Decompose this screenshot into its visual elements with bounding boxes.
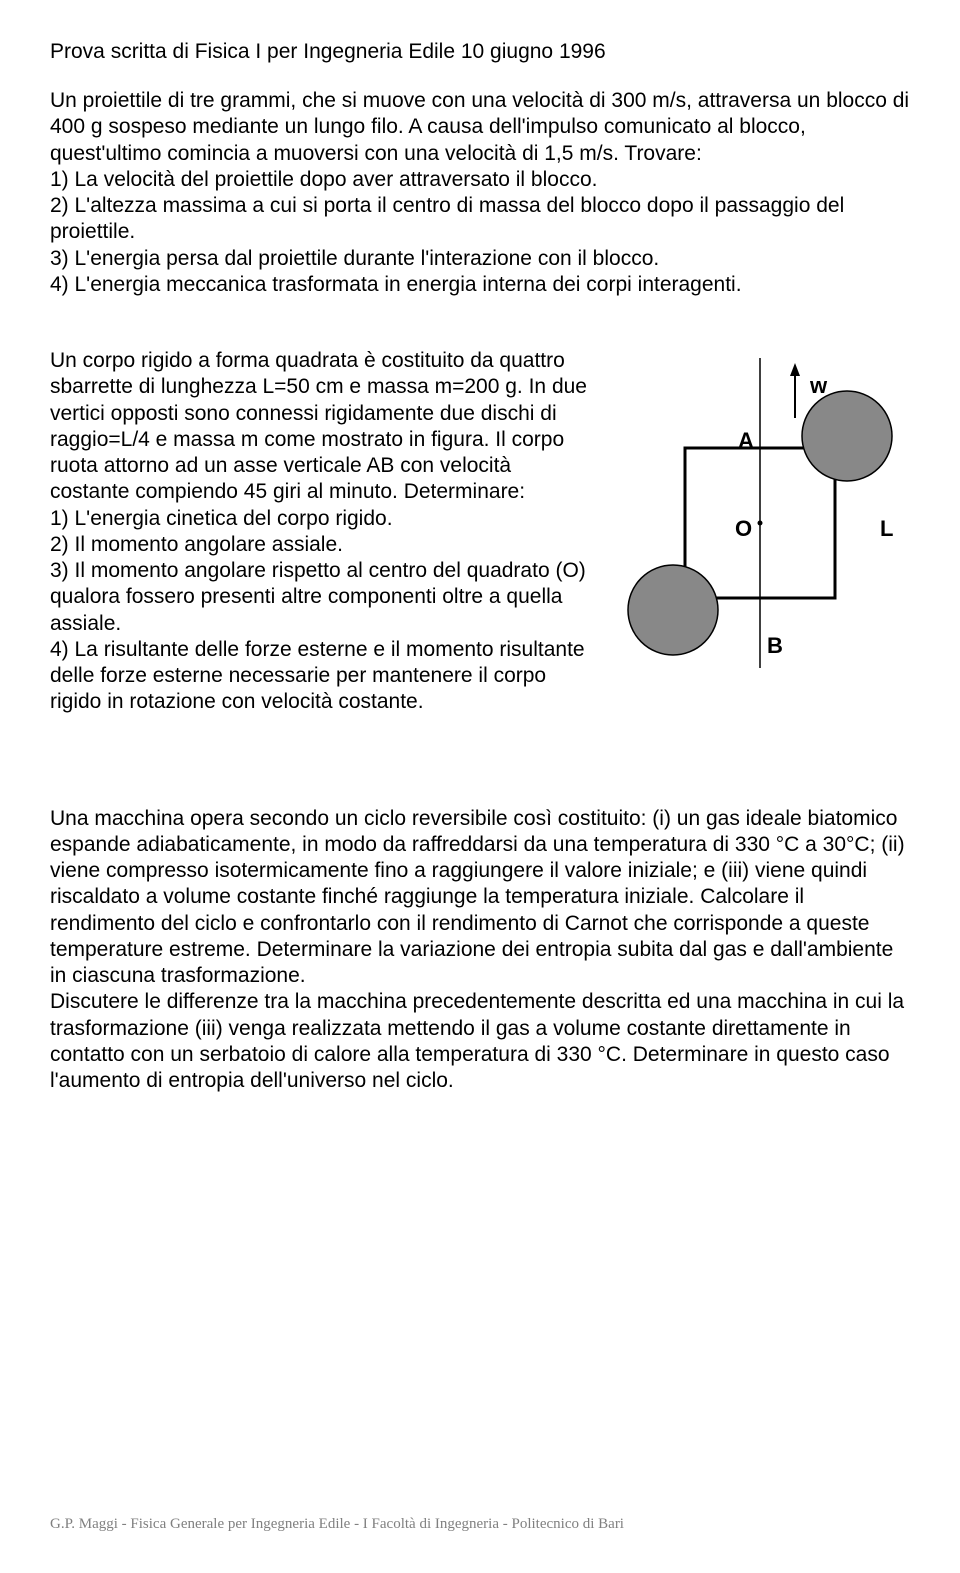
problem-1-intro: Un proiettile di tre grammi, che si muov…: [50, 89, 909, 165]
label-l: L: [880, 516, 893, 541]
problem-3-para1: Una macchina opera secondo un ciclo reve…: [50, 807, 905, 988]
disk-top-right: [802, 391, 892, 481]
disk-bottom-left: [628, 565, 718, 655]
exam-title: Prova scritta di Fisica I per Ingegneria…: [50, 40, 606, 63]
problem-2-q4: 4) La risultante delle forze esterne e i…: [50, 638, 585, 714]
page-footer: G.P. Maggi - Fisica Generale per Ingegne…: [50, 1516, 624, 1533]
problem-1-q2: 2) L'altezza massima a cui si porta il c…: [50, 194, 844, 243]
problem-2-q3: 3) Il momento angolare rispetto al centr…: [50, 559, 586, 635]
diagram-svg: A w O L B: [610, 348, 910, 678]
problem-2-q2: 2) Il momento angolare assiale.: [50, 533, 343, 556]
center-point: [758, 521, 763, 526]
problem-1: Un proiettile di tre grammi, che si muov…: [50, 88, 910, 298]
label-w: w: [809, 373, 828, 398]
label-o: O: [735, 516, 752, 541]
footer-text: G.P. Maggi - Fisica Generale per Ingegne…: [50, 1516, 624, 1532]
problem-3-para2: Discutere le differenze tra la macchina …: [50, 990, 904, 1092]
problem-2: Un corpo rigido a forma quadrata è costi…: [50, 348, 590, 716]
problem-2-container: Un corpo rigido a forma quadrata è costi…: [50, 348, 910, 716]
problem-1-q3: 3) L'energia persa dal proiettile durant…: [50, 247, 659, 270]
omega-arrow-head: [790, 363, 800, 376]
problem-3: Una macchina opera secondo un ciclo reve…: [50, 806, 910, 1095]
problem-1-q1: 1) La velocità del proiettile dopo aver …: [50, 168, 597, 191]
exam-header: Prova scritta di Fisica I per Ingegneria…: [50, 40, 910, 64]
problem-1-q4: 4) L'energia meccanica trasformata in en…: [50, 273, 742, 296]
rigid-body-diagram: A w O L B: [610, 348, 910, 678]
problem-2-q1: 1) L'energia cinetica del corpo rigido.: [50, 507, 393, 530]
label-a: A: [738, 428, 754, 453]
label-b: B: [767, 633, 783, 658]
problem-2-intro: Un corpo rigido a forma quadrata è costi…: [50, 349, 587, 503]
